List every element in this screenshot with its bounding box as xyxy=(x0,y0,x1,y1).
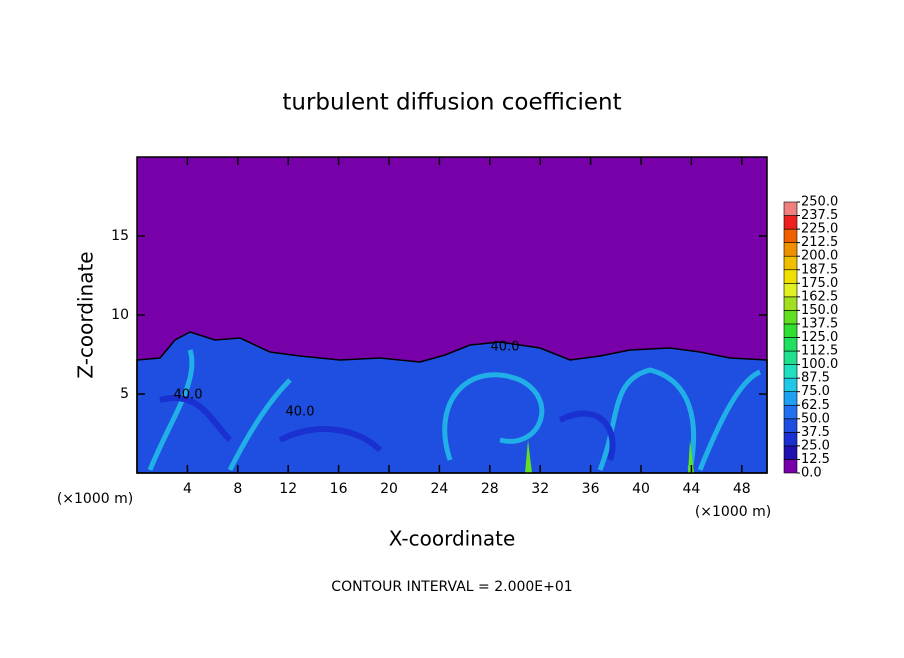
colorbar-segment xyxy=(783,282,798,298)
colorbar-segment xyxy=(783,391,798,406)
colorbar-segment xyxy=(783,310,798,325)
colorbar-segment xyxy=(783,242,798,257)
colorbar-label: 112.5 xyxy=(801,344,838,359)
colorbar-segment xyxy=(783,323,798,338)
x-tick-label: 48 xyxy=(733,481,751,497)
colorbar-segment xyxy=(783,364,798,379)
x-tick-label: 8 xyxy=(233,481,242,497)
x-tick-label: 12 xyxy=(279,481,297,497)
field-swirl xyxy=(159,395,616,461)
colorbar-label: 87.5 xyxy=(801,371,830,386)
colorbar-segment xyxy=(783,201,798,216)
colorbar-label: 225.0 xyxy=(801,222,838,237)
contour-label: 40.0 xyxy=(491,340,520,355)
x-tick-label: 44 xyxy=(682,481,700,497)
colorbar-segment xyxy=(783,377,798,392)
colorbar-label: 237.5 xyxy=(801,208,838,223)
colorbar-segment xyxy=(783,432,798,447)
field-swirl xyxy=(147,349,762,472)
colorbar-segment xyxy=(783,255,798,271)
colorbar-label: 50.0 xyxy=(801,411,830,426)
colorbar-label: 12.5 xyxy=(801,452,830,467)
colorbar-segment xyxy=(783,445,798,460)
colorbar-label: 212.5 xyxy=(801,235,838,250)
x-tick-label: 32 xyxy=(531,481,549,497)
x-tick-label: 40 xyxy=(632,481,650,497)
contour-label: 40.0 xyxy=(286,405,315,420)
colorbar-segment xyxy=(783,337,798,352)
colorbar-label: 162.5 xyxy=(801,289,838,304)
colorbar-label: 37.5 xyxy=(801,425,830,440)
y-tick-label: 5 xyxy=(120,386,129,402)
colorbar-segment xyxy=(783,459,798,474)
colorbar-label: 75.0 xyxy=(801,384,830,399)
colorbar-label: 250.0 xyxy=(801,195,838,210)
x-tick-label: 16 xyxy=(330,481,348,497)
y-axis-title: Z-coordinate xyxy=(74,251,98,378)
colorbar-segment xyxy=(783,404,798,420)
x-tick-label: 28 xyxy=(481,481,499,497)
colorbar-label: 137.5 xyxy=(801,316,838,331)
colorbar-segment xyxy=(783,350,798,365)
chart-title: turbulent diffusion coefficient xyxy=(282,90,621,116)
colorbar-label: 175.0 xyxy=(801,276,838,291)
x-tick-label: 36 xyxy=(582,481,600,497)
x-unit-label: (×1000 m) xyxy=(695,504,771,520)
contour-label: 40.0 xyxy=(174,388,203,403)
colorbar-label: 62.5 xyxy=(801,398,830,413)
colorbar-label: 0.0 xyxy=(801,466,822,481)
colorbar-segment xyxy=(783,418,798,433)
colorbar-label: 25.0 xyxy=(801,438,830,453)
colorbar-label: 200.0 xyxy=(801,249,838,264)
x-unit-label: (×1000 m) xyxy=(57,491,133,507)
plot-area: 40.0 40.0 40.0 xyxy=(136,156,768,474)
colorbar-segment xyxy=(783,228,798,243)
x-axis-title: X-coordinate xyxy=(389,527,516,551)
footer-note: CONTOUR INTERVAL = 2.000E+01 xyxy=(331,579,572,595)
colorbar-label: 100.0 xyxy=(801,357,838,372)
colorbar-label: 187.5 xyxy=(801,262,838,277)
x-tick-label: 20 xyxy=(380,481,398,497)
colorbar-segment xyxy=(783,296,798,311)
y-tick-label: 15 xyxy=(111,228,129,244)
colorbar-label: 150.0 xyxy=(801,303,838,318)
colorbar-label: 125.0 xyxy=(801,330,838,345)
x-tick-label: 24 xyxy=(430,481,448,497)
colorbar-segment xyxy=(783,269,798,284)
colorbar-segment xyxy=(783,215,798,230)
x-tick-label: 4 xyxy=(183,481,192,497)
y-tick-label: 10 xyxy=(111,307,129,323)
